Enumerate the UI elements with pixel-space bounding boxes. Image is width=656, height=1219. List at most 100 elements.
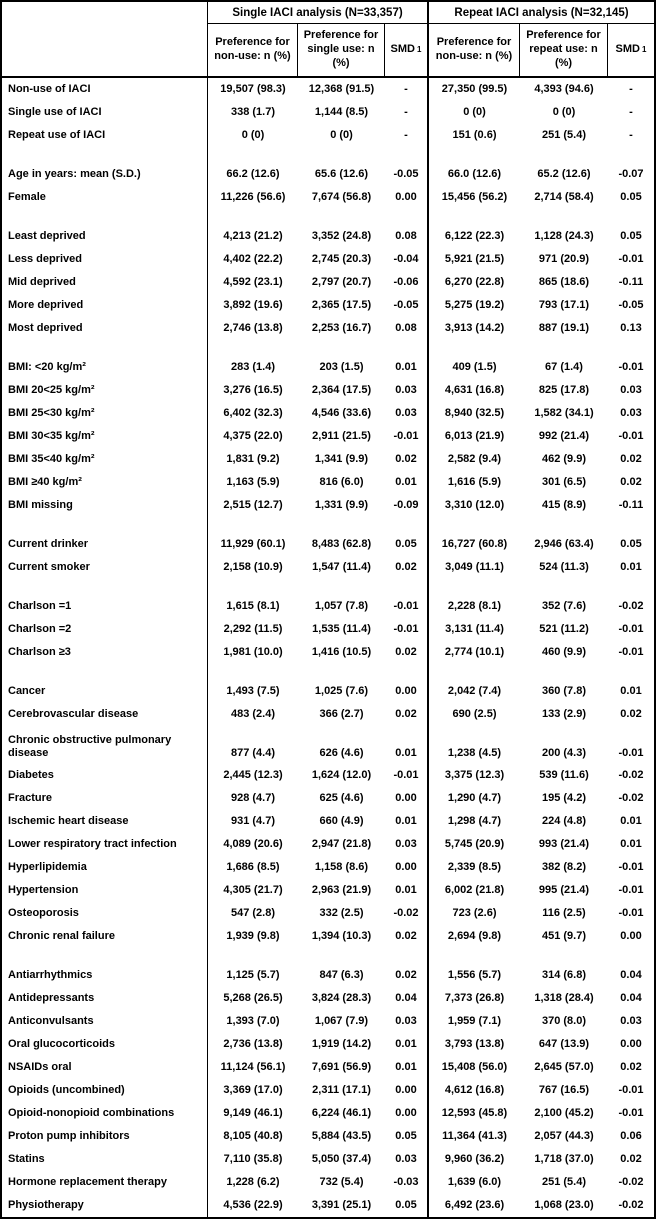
data-cell: 5,275 (19.2)	[444, 298, 505, 311]
data-cell: 6,122 (22.3)	[444, 229, 505, 242]
row-label: Opioid-nonopioid combinations	[2, 1102, 208, 1125]
row-label	[2, 340, 208, 356]
data-cell: 4,546 (33.6)	[311, 406, 372, 419]
data-cell: 0.06	[620, 1129, 642, 1142]
data-cell: 0 (0)	[241, 128, 265, 141]
data-cell: 2,339 (8.5)	[447, 860, 502, 873]
data-cell	[520, 147, 608, 163]
data-cell: 151 (0.6)	[452, 128, 497, 141]
data-cell: -	[629, 82, 633, 95]
data-cell: 415 (8.9)	[541, 498, 587, 511]
spacer-row	[2, 664, 654, 680]
data-cell: 352 (7.6)	[541, 599, 587, 612]
data-cell: 1,624 (12.0)	[311, 768, 372, 781]
table-row: BMI 20<25 kg/m² 3,276 (16.5) 2,364 (17.5) 0…	[2, 379, 654, 402]
data-cell: 7,691 (56.9)	[311, 1060, 372, 1073]
data-cell: 625 (4.6)	[319, 791, 364, 804]
data-cell	[429, 664, 520, 680]
row-label: Charlson ≥3	[2, 641, 208, 664]
data-cell: 1,128 (24.3)	[534, 229, 594, 242]
row-label	[2, 517, 208, 533]
data-cell: 847 (6.3)	[319, 968, 364, 981]
data-cell: 1,057 (7.8)	[314, 599, 369, 612]
data-cell: 995 (21.4)	[538, 883, 590, 896]
data-cell: 0.01	[385, 356, 429, 379]
data-cell: 2,645 (57.0)	[534, 1060, 594, 1073]
data-cell: 5,745 (20.9)	[444, 837, 505, 850]
data-cell: 931 (4.7)	[230, 814, 276, 827]
data-cell	[608, 579, 654, 595]
data-cell	[520, 517, 608, 533]
data-cell: 3,375 (12.3)	[444, 768, 505, 781]
data-cell: 0.01	[620, 814, 642, 827]
data-cell	[208, 664, 298, 680]
data-cell: 1,831 (9.2)	[226, 452, 280, 465]
data-cell: 521 (11.2)	[539, 622, 589, 635]
data-cell: 4,612 (16.8)	[444, 1083, 505, 1096]
data-cell: -0.01	[618, 622, 644, 635]
data-cell: 3,369 (17.0)	[223, 1083, 283, 1096]
data-cell: 0.03	[620, 383, 642, 396]
table-row: Single use of IACI 338 (1.7) 1,144 (8.5) - 0…	[2, 101, 654, 124]
data-cell: 1,556 (5.7)	[447, 968, 502, 981]
data-cell: 251 (5.4)	[541, 1175, 587, 1188]
row-label: Chronic obstructive pulmonary disease	[2, 726, 208, 764]
data-cell: 6,013 (21.9)	[444, 429, 505, 442]
data-cell	[385, 579, 429, 595]
row-label: Antidepressants	[2, 987, 208, 1010]
row-label: Cerebrovascular disease	[2, 703, 208, 726]
data-cell	[429, 209, 520, 225]
data-cell: 793 (17.1)	[538, 298, 590, 311]
smd-footnote-marker: 1	[417, 45, 422, 54]
header-corner-empty-cell	[2, 2, 208, 24]
data-cell: 1,686 (8.5)	[226, 860, 280, 873]
row-label: Physiotherapy	[2, 1194, 208, 1217]
smd-label: SMD	[390, 43, 415, 56]
data-cell: 314 (6.8)	[541, 968, 587, 981]
row-label: Current smoker	[2, 556, 208, 579]
table-row: Hormone replacement therapy 1,228 (6.2) 73…	[2, 1171, 654, 1194]
row-label: BMI 25<30 kg/m²	[2, 402, 208, 425]
data-cell	[429, 948, 520, 964]
data-cell: 19,507 (98.3)	[220, 82, 286, 95]
data-cell: 370 (8.0)	[541, 1014, 587, 1027]
row-label: Anticonvulsants	[2, 1010, 208, 1033]
table-row: BMI 25<30 kg/m² 6,402 (32.3) 4,546 (33.6) 0…	[2, 402, 654, 425]
table-row: Current smoker 2,158 (10.9) 1,547 (11.4) 0.…	[2, 556, 654, 579]
spacer-row	[2, 209, 654, 225]
data-cell: -0.07	[618, 167, 644, 180]
data-cell: 12,593 (45.8)	[441, 1106, 508, 1119]
data-cell: 4,631 (16.8)	[444, 383, 505, 396]
row-label: Diabetes	[2, 764, 208, 787]
data-cell: 66.0 (12.6)	[447, 167, 502, 180]
data-cell: -0.01	[385, 425, 429, 448]
data-cell	[208, 948, 298, 964]
data-cell: -0.01	[618, 360, 644, 373]
table-row: Anticonvulsants 1,393 (7.0) 1,067 (7.9) 0.0…	[2, 1010, 654, 1033]
data-cell: 2,158 (10.9)	[223, 560, 283, 573]
data-cell: -	[629, 105, 633, 118]
row-label: BMI missing	[2, 494, 208, 517]
row-label: Repeat use of IACI	[2, 124, 208, 147]
data-cell: 0.02	[620, 452, 642, 465]
data-cell: -0.01	[618, 883, 644, 896]
table-row: Diabetes 2,445 (12.3) 1,624 (12.0) -0.01 3,3…	[2, 764, 654, 787]
table-row: Fracture 928 (4.7) 625 (4.6) 0.00 1,290 (4.7…	[2, 787, 654, 810]
row-label: Lower respiratory tract infection	[2, 833, 208, 856]
table-row: Lower respiratory tract infection 4,089 (…	[2, 833, 654, 856]
data-cell: 0.01	[620, 684, 642, 697]
data-cell: 2,946 (63.4)	[534, 537, 594, 550]
data-cell: 2,100 (45.2)	[534, 1106, 594, 1119]
data-cell: 5,268 (26.5)	[223, 991, 283, 1004]
data-cell: -0.02	[618, 768, 644, 781]
data-cell: -	[629, 128, 633, 141]
table-row: BMI missing 2,515 (12.7) 1,331 (9.9) -0.09 3…	[2, 494, 654, 517]
data-cell: 0.02	[385, 703, 429, 726]
data-cell: 15,456 (56.2)	[441, 190, 508, 203]
data-cell: 0.02	[620, 475, 642, 488]
data-cell: 1,416 (10.5)	[311, 645, 372, 658]
data-cell: -0.02	[618, 599, 644, 612]
table-header-column-row: Preference for non-use: n (%) Preference…	[2, 24, 654, 78]
data-cell: -	[385, 101, 429, 124]
data-cell: 11,124 (56.1)	[220, 1060, 286, 1073]
